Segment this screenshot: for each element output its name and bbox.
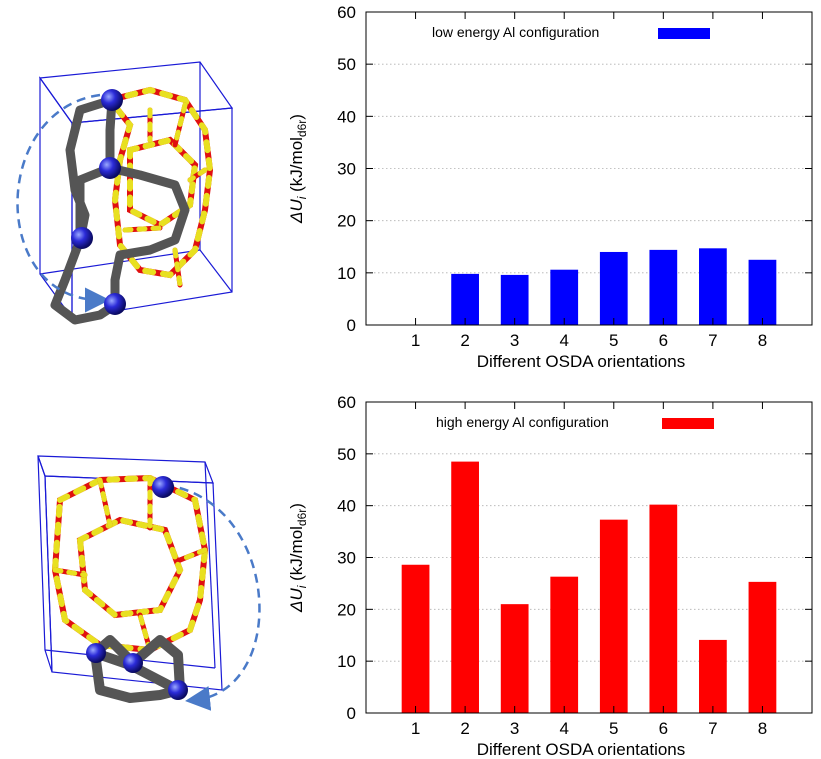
bar-6 [649, 504, 678, 713]
x-tick-label: 7 [708, 719, 717, 738]
bar-4 [550, 269, 579, 325]
x-tick-label: 5 [609, 331, 618, 350]
x-tick-label: 4 [559, 719, 568, 738]
x-tick-label: 5 [609, 719, 618, 738]
y-axis-label: ΔUi (kJ/mold6r) [287, 503, 309, 613]
bar-2 [451, 273, 479, 325]
bar-6 [649, 249, 678, 325]
bar-8 [748, 259, 777, 325]
x-tick-label: 8 [758, 719, 767, 738]
y-tick-label: 60 [337, 3, 356, 22]
x-tick-label: 3 [510, 719, 519, 738]
bar-3 [500, 604, 529, 713]
legend-label: low energy Al configuration [432, 24, 599, 40]
nitrogen-atom [71, 227, 93, 249]
bar-2 [451, 461, 479, 713]
y-tick-label: 60 [337, 393, 356, 412]
bar-chart-high-energy: 0 10 20 30 40 50 60 1 2 3 4 5 6 7 8 Different OSDA orie… [287, 393, 813, 759]
x-tick-label: 6 [659, 331, 668, 350]
nitrogen-atom [101, 89, 123, 111]
y-axis-label: ΔUi (kJ/mold6r) [287, 114, 309, 224]
x-tick-label: 8 [758, 331, 767, 350]
y-tick-label: 30 [337, 549, 356, 568]
bar-7 [699, 248, 727, 325]
x-tick-label: 1 [411, 331, 420, 350]
y-tick-label: 10 [337, 652, 356, 671]
bar-5 [599, 251, 628, 325]
plot-frame [365, 401, 813, 714]
y-tick-label: 30 [337, 160, 356, 179]
molecular-structure-low-energy [16, 61, 234, 325]
nitrogen-atom [152, 476, 174, 498]
x-tick-label: 7 [708, 331, 717, 350]
plot-frame [365, 11, 813, 326]
molecular-structure-high-energy [37, 455, 261, 711]
y-tick-label: 20 [337, 212, 356, 231]
nitrogen-atoms [71, 89, 126, 315]
x-tick-label: 2 [460, 719, 469, 738]
y-tick-label: 0 [347, 704, 356, 723]
legend-label: high energy Al configuration [436, 414, 609, 430]
nitrogen-atom [86, 643, 106, 663]
y-tick-label: 20 [337, 600, 356, 619]
y-tick-label: 50 [337, 55, 356, 74]
zeolite-framework [51, 474, 209, 654]
bar-4 [550, 576, 579, 713]
osda-molecule [50, 95, 190, 325]
x-tick-label: 2 [460, 331, 469, 350]
nitrogen-atoms [86, 476, 188, 700]
bar-7 [699, 639, 727, 713]
nitrogen-atom [123, 653, 143, 673]
nitrogen-atom [104, 293, 126, 315]
bar-3 [500, 274, 529, 325]
legend-swatch [658, 28, 710, 39]
x-tick-label: 4 [559, 331, 568, 350]
x-axis-label: Different OSDA orientations [477, 352, 686, 371]
bar-5 [599, 519, 628, 713]
rotation-arrow [164, 483, 261, 711]
x-tick-label: 3 [510, 331, 519, 350]
y-tick-label: 10 [337, 264, 356, 283]
x-tick-label: 1 [411, 719, 420, 738]
bar-chart-low-energy: 0 10 20 30 40 50 60 1 2 3 4 5 6 7 8 Different OSDA orie… [287, 3, 813, 371]
bar-1 [401, 564, 430, 713]
legend-swatch [662, 418, 714, 429]
x-tick-label: 6 [659, 719, 668, 738]
nitrogen-atom [99, 157, 121, 179]
bar-8 [748, 581, 777, 713]
x-axis-label: Different OSDA orientations [477, 740, 686, 759]
y-tick-label: 0 [347, 316, 356, 335]
y-tick-label: 50 [337, 445, 356, 464]
y-tick-label: 40 [337, 497, 356, 516]
zeolite-framework [104, 86, 214, 288]
nitrogen-atom [168, 680, 188, 700]
rotation-arrow [16, 93, 110, 313]
y-tick-label: 40 [337, 107, 356, 126]
